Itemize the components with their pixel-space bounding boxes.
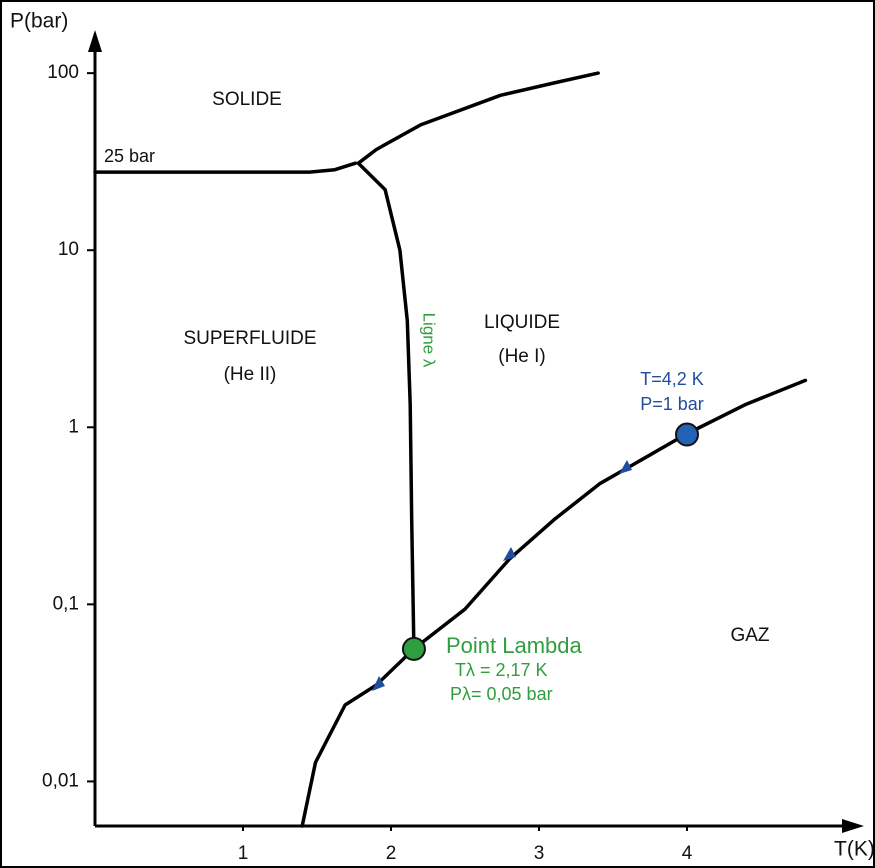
curve xyxy=(356,161,416,651)
annotation: P=1 bar xyxy=(640,394,704,414)
annotation: Ligne λ xyxy=(420,313,439,368)
y-tick-label: 1 xyxy=(68,416,79,437)
x-axis-arrow xyxy=(842,819,864,833)
y-axis-label: P(bar) xyxy=(10,10,68,33)
region-label: (He II) xyxy=(224,364,277,385)
region-label: SUPERFLUIDE xyxy=(183,328,316,349)
curve xyxy=(356,71,600,165)
annotation: 25 bar xyxy=(104,146,155,166)
direction-arrow xyxy=(619,460,632,474)
point xyxy=(675,422,699,447)
y-tick-label: 0,1 xyxy=(53,593,79,614)
x-tick-label: 1 xyxy=(238,843,249,864)
annotation: Tλ = 2,17 K xyxy=(455,660,548,680)
annotation: Pλ= 0,05 bar xyxy=(450,684,553,704)
x-tick-label: 3 xyxy=(534,843,545,864)
annotation: T=4,2 K xyxy=(640,369,704,389)
x-tick-label: 2 xyxy=(386,843,397,864)
region-label: (He I) xyxy=(498,346,546,367)
y-tick-label: 0,01 xyxy=(42,770,79,791)
annotation: Point Lambda xyxy=(446,633,583,658)
region-label: LIQUIDE xyxy=(484,312,560,333)
region-label: GAZ xyxy=(730,625,769,646)
direction-arrow xyxy=(503,547,516,561)
plot-area: 1 2 3 4 0,01 0,1 1 10 100 xyxy=(42,62,808,864)
point xyxy=(401,636,426,661)
direction-arrow xyxy=(372,676,385,691)
y-tick-label: 10 xyxy=(58,239,79,260)
y-tick-label: 100 xyxy=(47,62,79,83)
x-axis-label: T(K) xyxy=(834,838,875,861)
y-axis-arrow xyxy=(88,30,102,52)
curve xyxy=(93,161,358,174)
region-label: SOLIDE xyxy=(212,89,282,110)
x-tick-label: 4 xyxy=(682,843,693,864)
